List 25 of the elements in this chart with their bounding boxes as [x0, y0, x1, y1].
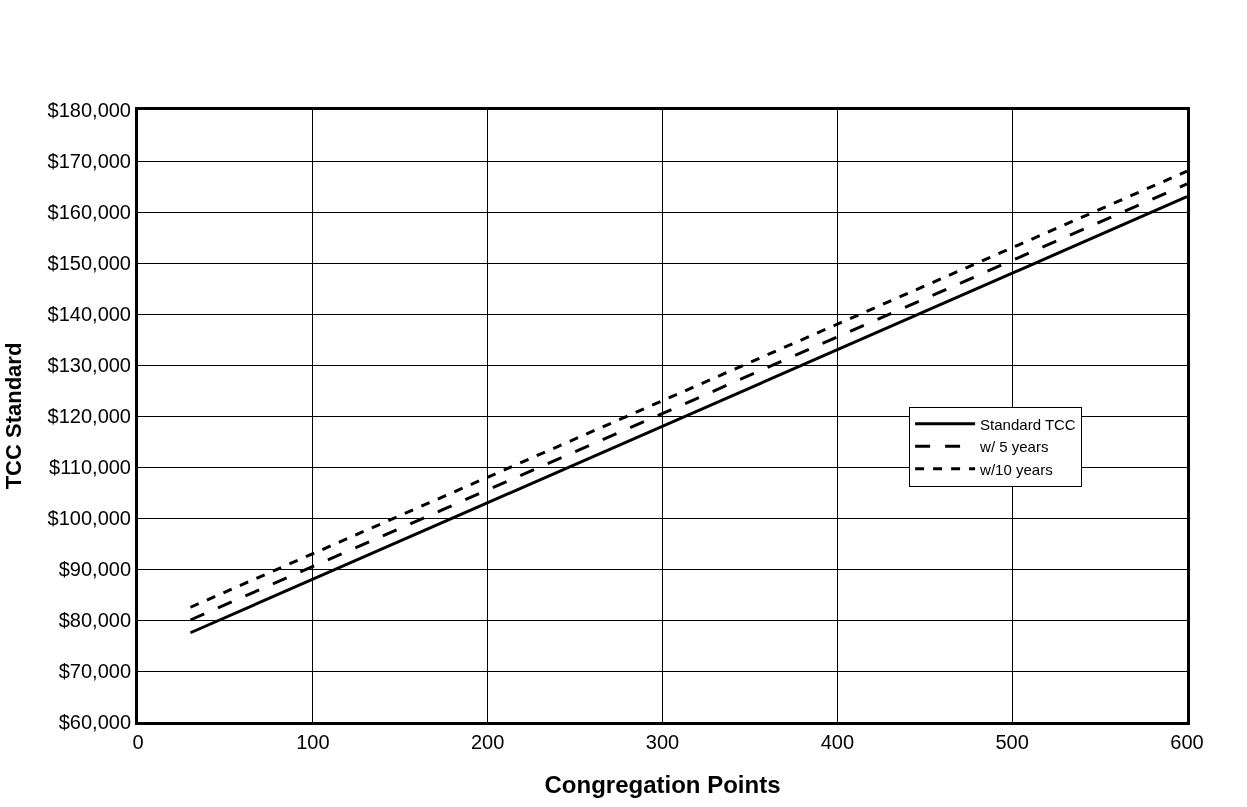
legend-label: Standard TCC — [980, 415, 1076, 433]
y-tick-label: $180,000 — [47, 99, 131, 121]
x-tick-label: 100 — [296, 731, 330, 753]
x-axis-title: Congregation Points — [544, 771, 781, 799]
x-tick-label: 300 — [645, 731, 680, 753]
y-tick-label: $80,000 — [58, 609, 131, 631]
y-tick-label: $130,000 — [47, 354, 131, 376]
x-tick-label: 200 — [470, 731, 505, 753]
x-tick-label: 400 — [820, 731, 855, 753]
y-tick-label: $60,000 — [58, 711, 131, 733]
y-tick-label: $90,000 — [58, 558, 131, 580]
y-tick-label: $70,000 — [58, 660, 131, 682]
y-tick-label: $140,000 — [47, 303, 131, 325]
x-tick-label: 500 — [995, 731, 1029, 753]
y-tick-label: $110,000 — [49, 456, 131, 478]
x-tick-label: 0 — [132, 731, 144, 753]
x-tick-label: 600 — [1170, 731, 1204, 753]
y-tick-label: $150,000 — [47, 252, 131, 274]
legend-label: w/10 years — [979, 460, 1053, 478]
legend-label: w/ 5 years — [979, 438, 1049, 456]
y-axis-title: TCC Standard — [1, 342, 27, 490]
y-tick-label: $100,000 — [47, 507, 131, 529]
y-tick-label: $160,000 — [47, 201, 131, 223]
y-tick-label: $170,000 — [47, 150, 131, 172]
y-tick-label: $120,000 — [47, 405, 131, 427]
